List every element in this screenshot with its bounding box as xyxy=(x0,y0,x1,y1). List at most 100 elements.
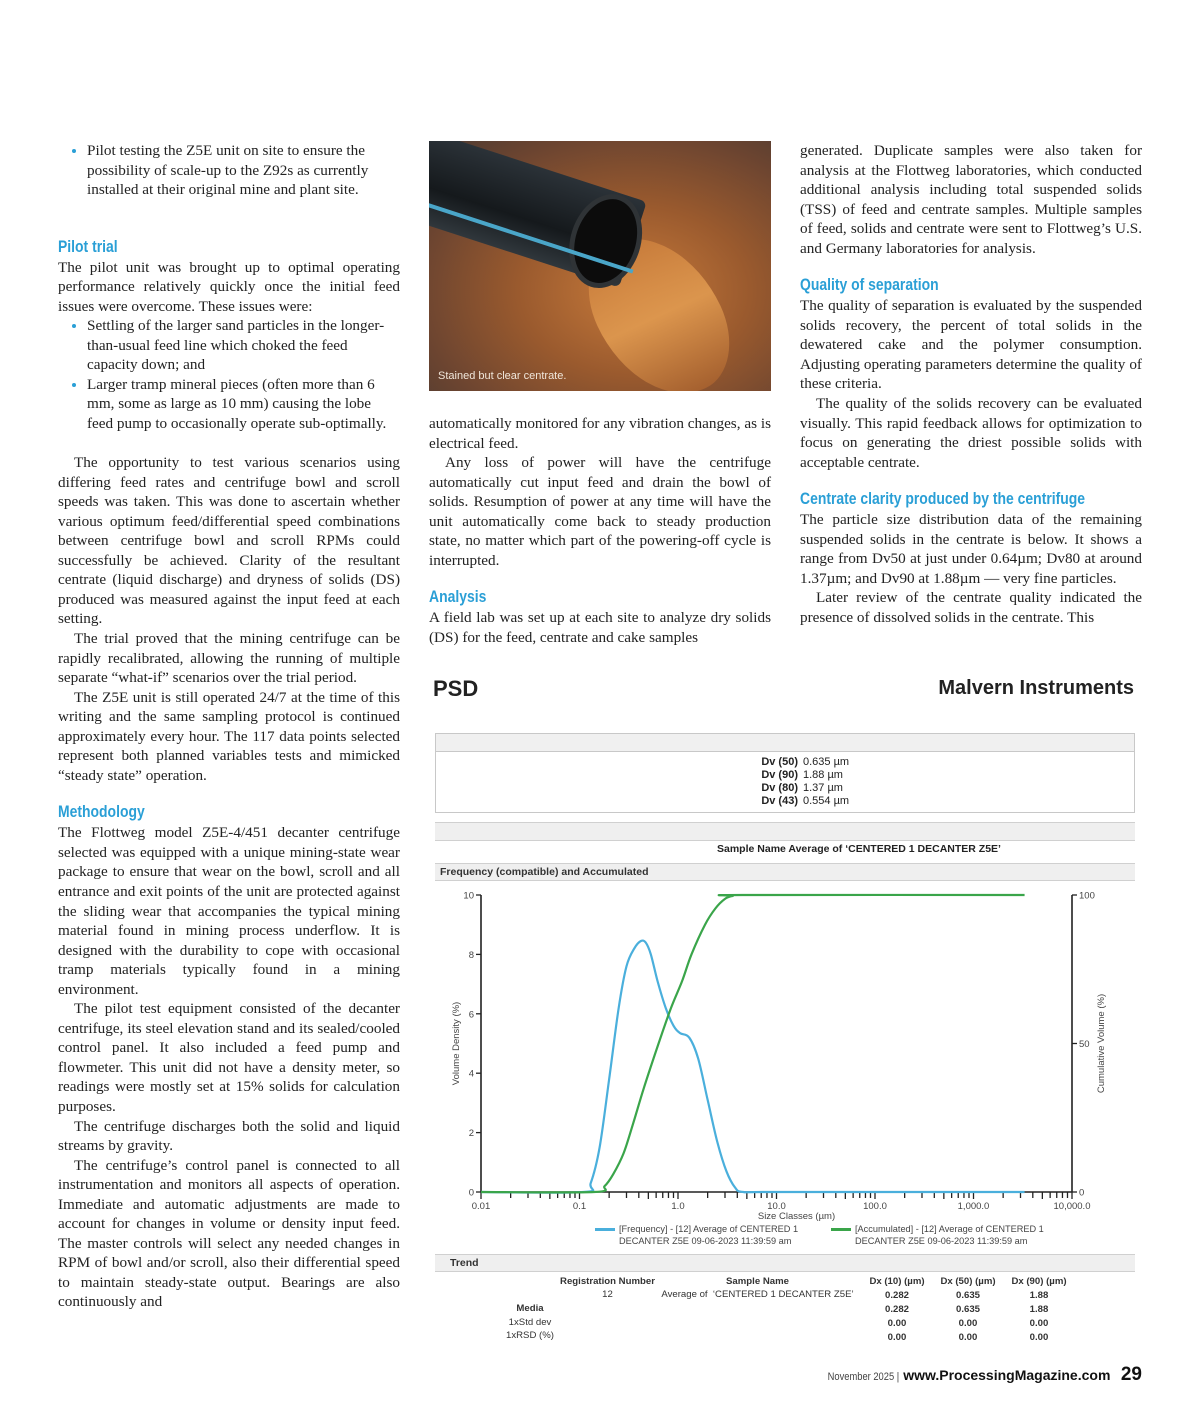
paragraph: The quality of the solids recovery can b… xyxy=(800,395,1142,471)
stat-label-rsd: 1xRSD (%) xyxy=(506,1330,554,1341)
col-header-dx10: Dx (10) (µm) xyxy=(869,1276,925,1287)
paragraph: The particle size distribution data of t… xyxy=(800,511,1142,587)
page-number: 29 xyxy=(1120,1364,1142,1385)
stat-label-media: Media xyxy=(516,1303,544,1314)
col-header-dx50: Dx (50) (µm) xyxy=(940,1276,996,1287)
stat-label-std-dev: 1xStd dev xyxy=(508,1317,552,1328)
paragraph: Any loss of power will have the centrifu… xyxy=(429,454,771,569)
y-tick-label: 0 xyxy=(469,1188,474,1199)
y-tick-label: 4 xyxy=(469,1069,474,1080)
y-axis-title: Volume Density (%) xyxy=(451,1002,462,1085)
paragraph: The quality of separation is evaluated b… xyxy=(800,297,1142,393)
paragraph: automatically monitored for any vibratio… xyxy=(429,415,771,452)
paragraph: Later review of the centrate quality ind… xyxy=(800,589,1142,626)
col-header-dx90: Dx (90) (µm) xyxy=(1011,1276,1067,1287)
section-trend-header: Trend xyxy=(435,1254,1135,1272)
heading-centrate-clarity: Centrate clarity produced by the centrif… xyxy=(800,489,1086,509)
y2-axis-title: Cumulative Volume (%) xyxy=(1096,994,1107,1093)
y2-tick-label: 0 xyxy=(1079,1188,1084,1199)
x-tick-label: 10.0 xyxy=(767,1201,786,1212)
legend-swatch xyxy=(595,1228,615,1231)
stat-cell: 1.88 xyxy=(1029,1304,1049,1315)
paragraph: The trial proved that the mining centrif… xyxy=(58,629,400,687)
stat-cell: 0.00 xyxy=(887,1332,907,1343)
cell-registration: 12 xyxy=(602,1289,613,1300)
y2-tick-label: 50 xyxy=(1079,1039,1090,1050)
dv-value: 0.554 µm xyxy=(803,795,850,807)
y-tick-label: 6 xyxy=(469,1009,474,1020)
bullet-item: Larger tramp mineral pieces (often more … xyxy=(72,375,400,434)
cell-sample-name: Average of ‘CENTERED 1 DECANTER Z5E’ xyxy=(661,1289,854,1300)
x-tick-label: 0.01 xyxy=(472,1201,491,1212)
website-link[interactable]: www.ProcessingMagazine.com xyxy=(903,1367,1111,1383)
stat-cell: 0.00 xyxy=(887,1318,907,1329)
heading-analysis: Analysis xyxy=(429,587,487,607)
heading-quality-of-separation: Quality of separation xyxy=(800,275,939,295)
x-tick-label: 100.0 xyxy=(863,1201,887,1212)
middle-column: automatically monitored for any vibratio… xyxy=(429,414,771,647)
legend-frequency: [Frequency] - [12] Average of CENTERED 1… xyxy=(595,1223,819,1247)
stat-cell: 0.635 xyxy=(955,1304,980,1315)
issue-date: November 2025 | xyxy=(827,1371,899,1383)
x-tick-label: 10,000.0 xyxy=(1054,1201,1091,1212)
paragraph: The centrifuge discharges both the solid… xyxy=(58,1117,400,1155)
centrate-photo: Stained but clear centrate. xyxy=(429,141,771,391)
paragraph: generated. Duplicate samples were also t… xyxy=(800,142,1142,257)
psd-title: PSD xyxy=(433,676,479,701)
frequency-series-line xyxy=(480,939,1025,1194)
spacer-bar xyxy=(435,822,1135,841)
paragraph: The pilot test equipment consisted of th… xyxy=(58,1000,400,1116)
y-tick-label: 2 xyxy=(469,1128,474,1139)
bullet-item: Settling of the larger sand particles in… xyxy=(72,316,400,375)
photo-caption: Stained but clear centrate. xyxy=(438,370,567,382)
x-axis-title: Size Classes (µm) xyxy=(758,1211,835,1222)
x-tick-label: 0.1 xyxy=(573,1201,586,1212)
dv-value: 1.88 µm xyxy=(803,769,843,781)
paragraph: The pilot unit was brought up to optimal… xyxy=(58,258,400,315)
paragraph: The centrifuge’s control panel is connec… xyxy=(58,1156,400,1311)
section-chart-header: Frequency (compatible) and Accumulated xyxy=(435,863,1135,881)
bullet-item: Pilot testing the Z5E unit on site to en… xyxy=(72,141,400,200)
dv-key: Dv (80) xyxy=(761,782,798,794)
dv-value: 1.37 µm xyxy=(803,782,843,794)
dv-value: 0.635 µm xyxy=(803,756,850,768)
dv-key: Dv (43) xyxy=(761,795,798,807)
malvern-brand: Malvern Instruments xyxy=(938,677,1134,699)
heading-pilot-trial: Pilot trial xyxy=(58,236,118,256)
x-tick-label: 1.0 xyxy=(671,1201,684,1212)
cell-dx50: 0.635 xyxy=(955,1290,980,1301)
y2-tick-label: 100 xyxy=(1079,891,1095,902)
dv-row: Dv (43) 0.554 µm xyxy=(752,795,849,808)
dv-row: Dv (80) 1.37 µm xyxy=(752,782,849,795)
legend-label: [Accumulated] - [12] Average of CENTERED… xyxy=(855,1224,1044,1246)
cell-dx90: 1.88 xyxy=(1029,1290,1049,1301)
col-header-sample-name: Sample Name xyxy=(726,1276,789,1287)
legend-label: [Frequency] - [12] Average of CENTERED 1… xyxy=(619,1224,799,1246)
dv-list: Dv (50) 0.635 µm Dv (90) 1.88 µm Dv (80) 1.… xyxy=(752,756,849,808)
legend-accumulated: [Accumulated] - [12] Average of CENTERED… xyxy=(831,1223,1055,1247)
box-header xyxy=(436,734,1134,752)
right-column: generated. Duplicate samples were also t… xyxy=(800,141,1142,627)
dv-key: Dv (50) xyxy=(761,756,798,768)
y-tick-label: 8 xyxy=(469,950,474,961)
col-header-registration: Registration Number xyxy=(560,1276,655,1287)
y-tick-label: 10 xyxy=(463,891,474,902)
stat-cell: 0.282 xyxy=(884,1304,909,1315)
dv-key: Dv (90) xyxy=(761,769,798,781)
stat-cell: 0.00 xyxy=(958,1318,978,1329)
page-footer: November 2025 | www.ProcessingMagazine.c… xyxy=(815,1364,1142,1386)
cell-dx10: 0.282 xyxy=(884,1290,909,1301)
paragraph: The Z5E unit is still operated 24/7 at t… xyxy=(58,688,400,784)
accumulated-series-line xyxy=(480,893,1025,1194)
paragraph: The opportunity to test various scenario… xyxy=(58,454,400,628)
dv-row: Dv (90) 1.88 µm xyxy=(752,769,849,782)
stat-cell: 0.00 xyxy=(1029,1332,1049,1343)
paragraph: A field lab was set up at each site to a… xyxy=(429,609,771,646)
stat-cell: 0.00 xyxy=(1029,1318,1049,1329)
stat-cell: 0.00 xyxy=(958,1332,978,1343)
paragraph: The Flottweg model Z5E-4/451 decanter ce… xyxy=(58,824,400,998)
dv-summary-box: Dv (50) 0.635 µm Dv (90) 1.88 µm Dv (80) 1.… xyxy=(435,733,1135,813)
sample-name-title: Sample Name Average of ‘CENTERED 1 DECAN… xyxy=(717,843,1001,855)
